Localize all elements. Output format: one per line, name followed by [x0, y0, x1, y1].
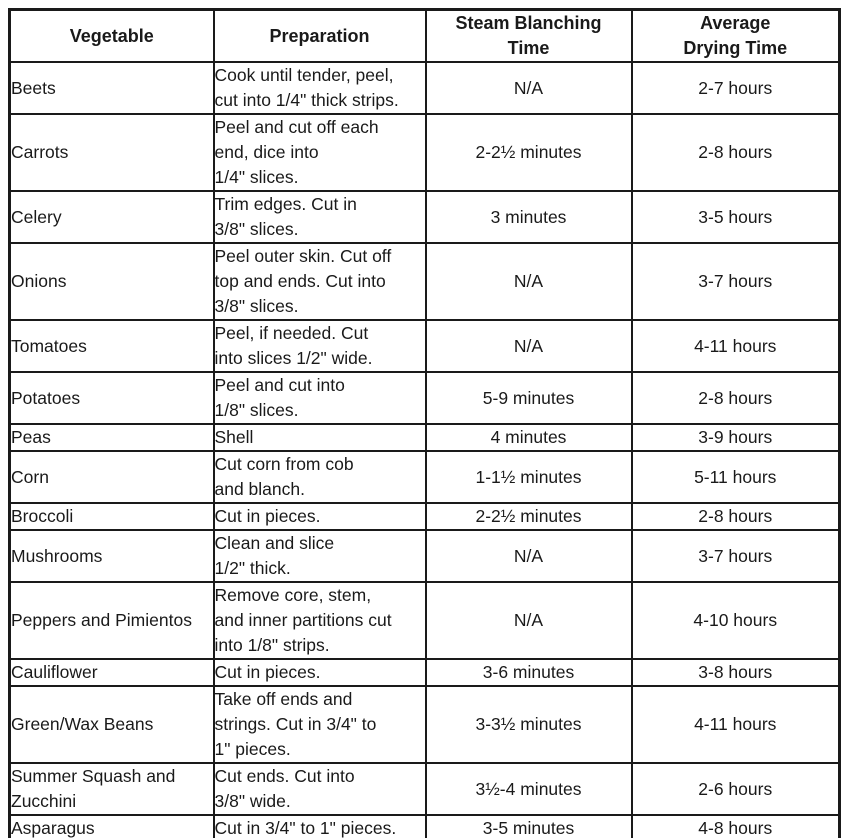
vegetable-cell: Asparagus [8, 814, 215, 838]
col-header-steam-blanching-time: Steam Blanching Time [424, 8, 633, 63]
table-row: Beets Cook until tender, peel, cut into … [8, 61, 841, 115]
preparation-cell: Clean and slice 1/2" thick. [212, 529, 427, 583]
blanching-time-cell: N/A [424, 581, 633, 660]
vegetable-cell: Mushrooms [8, 529, 215, 583]
col-header-average-drying-time: Average Drying Time [630, 8, 841, 63]
table-row: Celery Trim edges. Cut in 3/8" slices. 3… [8, 190, 841, 244]
vegetable-cell: Beets [8, 61, 215, 115]
drying-time-cell: 2-6 hours [630, 762, 841, 816]
table-row: Cauliflower Cut in pieces. 3-6 minutes 3… [8, 658, 841, 687]
preparation-cell: Remove core, stem, and inner partitions … [212, 581, 427, 660]
drying-time-cell: 3-7 hours [630, 242, 841, 321]
table-header-row: Vegetable Preparation Steam Blanching Ti… [8, 8, 841, 63]
drying-time-cell: 3-5 hours [630, 190, 841, 244]
drying-time-cell: 4-11 hours [630, 685, 841, 764]
drying-time-cell: 2-8 hours [630, 371, 841, 425]
preparation-cell: Peel and cut into 1/8" slices. [212, 371, 427, 425]
vegetable-cell: Peppers and Pimientos [8, 581, 215, 660]
preparation-cell: Cook until tender, peel, cut into 1/4" t… [212, 61, 427, 115]
drying-time-cell: 5-11 hours [630, 450, 841, 504]
drying-time-cell: 4-8 hours [630, 814, 841, 838]
blanching-time-cell: N/A [424, 529, 633, 583]
preparation-cell: Cut in 3/4" to 1" pieces. [212, 814, 427, 838]
table-row: Onions Peel outer skin. Cut off top and … [8, 242, 841, 321]
preparation-cell: Cut in pieces. [212, 502, 427, 531]
table-row: Potatoes Peel and cut into 1/8" slices. … [8, 371, 841, 425]
drying-time-cell: 3-8 hours [630, 658, 841, 687]
vegetable-cell: Potatoes [8, 371, 215, 425]
blanching-time-cell: N/A [424, 319, 633, 373]
preparation-cell: Peel, if needed. Cut into slices 1/2" wi… [212, 319, 427, 373]
blanching-time-cell: 1-1½ minutes [424, 450, 633, 504]
vegetable-cell: Celery [8, 190, 215, 244]
col-header-preparation: Preparation [212, 8, 427, 63]
table-row: Carrots Peel and cut off each end, dice … [8, 113, 841, 192]
preparation-cell: Peel outer skin. Cut off top and ends. C… [212, 242, 427, 321]
preparation-cell: Take off ends and strings. Cut in 3/4" t… [212, 685, 427, 764]
table-row: Mushrooms Clean and slice 1/2" thick. N/… [8, 529, 841, 583]
blanching-time-cell: 3-5 minutes [424, 814, 633, 838]
vegetable-cell: Broccoli [8, 502, 215, 531]
drying-time-cell: 2-7 hours [630, 61, 841, 115]
vegetable-drying-table: Vegetable Preparation Steam Blanching Ti… [8, 8, 841, 838]
preparation-cell: Trim edges. Cut in 3/8" slices. [212, 190, 427, 244]
blanching-time-cell: N/A [424, 61, 633, 115]
table-row: Peas Shell 4 minutes 3-9 hours [8, 423, 841, 452]
drying-time-cell: 2-8 hours [630, 502, 841, 531]
table-row: Tomatoes Peel, if needed. Cut into slice… [8, 319, 841, 373]
table-body: Beets Cook until tender, peel, cut into … [8, 61, 841, 838]
blanching-time-cell: 4 minutes [424, 423, 633, 452]
table-row: Broccoli Cut in pieces. 2-2½ minutes 2-8… [8, 502, 841, 531]
blanching-time-cell: 2-2½ minutes [424, 502, 633, 531]
vegetable-cell: Green/Wax Beans [8, 685, 215, 764]
preparation-cell: Cut ends. Cut into 3/8" wide. [212, 762, 427, 816]
drying-time-cell: 4-10 hours [630, 581, 841, 660]
blanching-time-cell: 5-9 minutes [424, 371, 633, 425]
preparation-cell: Cut in pieces. [212, 658, 427, 687]
vegetable-cell: Tomatoes [8, 319, 215, 373]
blanching-time-cell: 3½-4 minutes [424, 762, 633, 816]
blanching-time-cell: N/A [424, 242, 633, 321]
vegetable-cell: Peas [8, 423, 215, 452]
preparation-cell: Cut corn from cob and blanch. [212, 450, 427, 504]
table-row: Asparagus Cut in 3/4" to 1" pieces. 3-5 … [8, 814, 841, 838]
table-row: Peppers and Pimientos Remove core, stem,… [8, 581, 841, 660]
table-row: Green/Wax Beans Take off ends and string… [8, 685, 841, 764]
drying-time-cell: 2-8 hours [630, 113, 841, 192]
blanching-time-cell: 3 minutes [424, 190, 633, 244]
blanching-time-cell: 3-3½ minutes [424, 685, 633, 764]
preparation-cell: Shell [212, 423, 427, 452]
blanching-time-cell: 2-2½ minutes [424, 113, 633, 192]
drying-time-cell: 3-9 hours [630, 423, 841, 452]
table-row: Summer Squash and Zucchini Cut ends. Cut… [8, 762, 841, 816]
blanching-time-cell: 3-6 minutes [424, 658, 633, 687]
drying-time-cell: 4-11 hours [630, 319, 841, 373]
drying-time-cell: 3-7 hours [630, 529, 841, 583]
vegetable-cell: Carrots [8, 113, 215, 192]
vegetable-cell: Cauliflower [8, 658, 215, 687]
table-row: Corn Cut corn from cob and blanch. 1-1½ … [8, 450, 841, 504]
vegetable-cell: Onions [8, 242, 215, 321]
vegetable-cell: Corn [8, 450, 215, 504]
vegetable-cell: Summer Squash and Zucchini [8, 762, 215, 816]
col-header-vegetable: Vegetable [8, 8, 215, 63]
preparation-cell: Peel and cut off each end, dice into 1/4… [212, 113, 427, 192]
